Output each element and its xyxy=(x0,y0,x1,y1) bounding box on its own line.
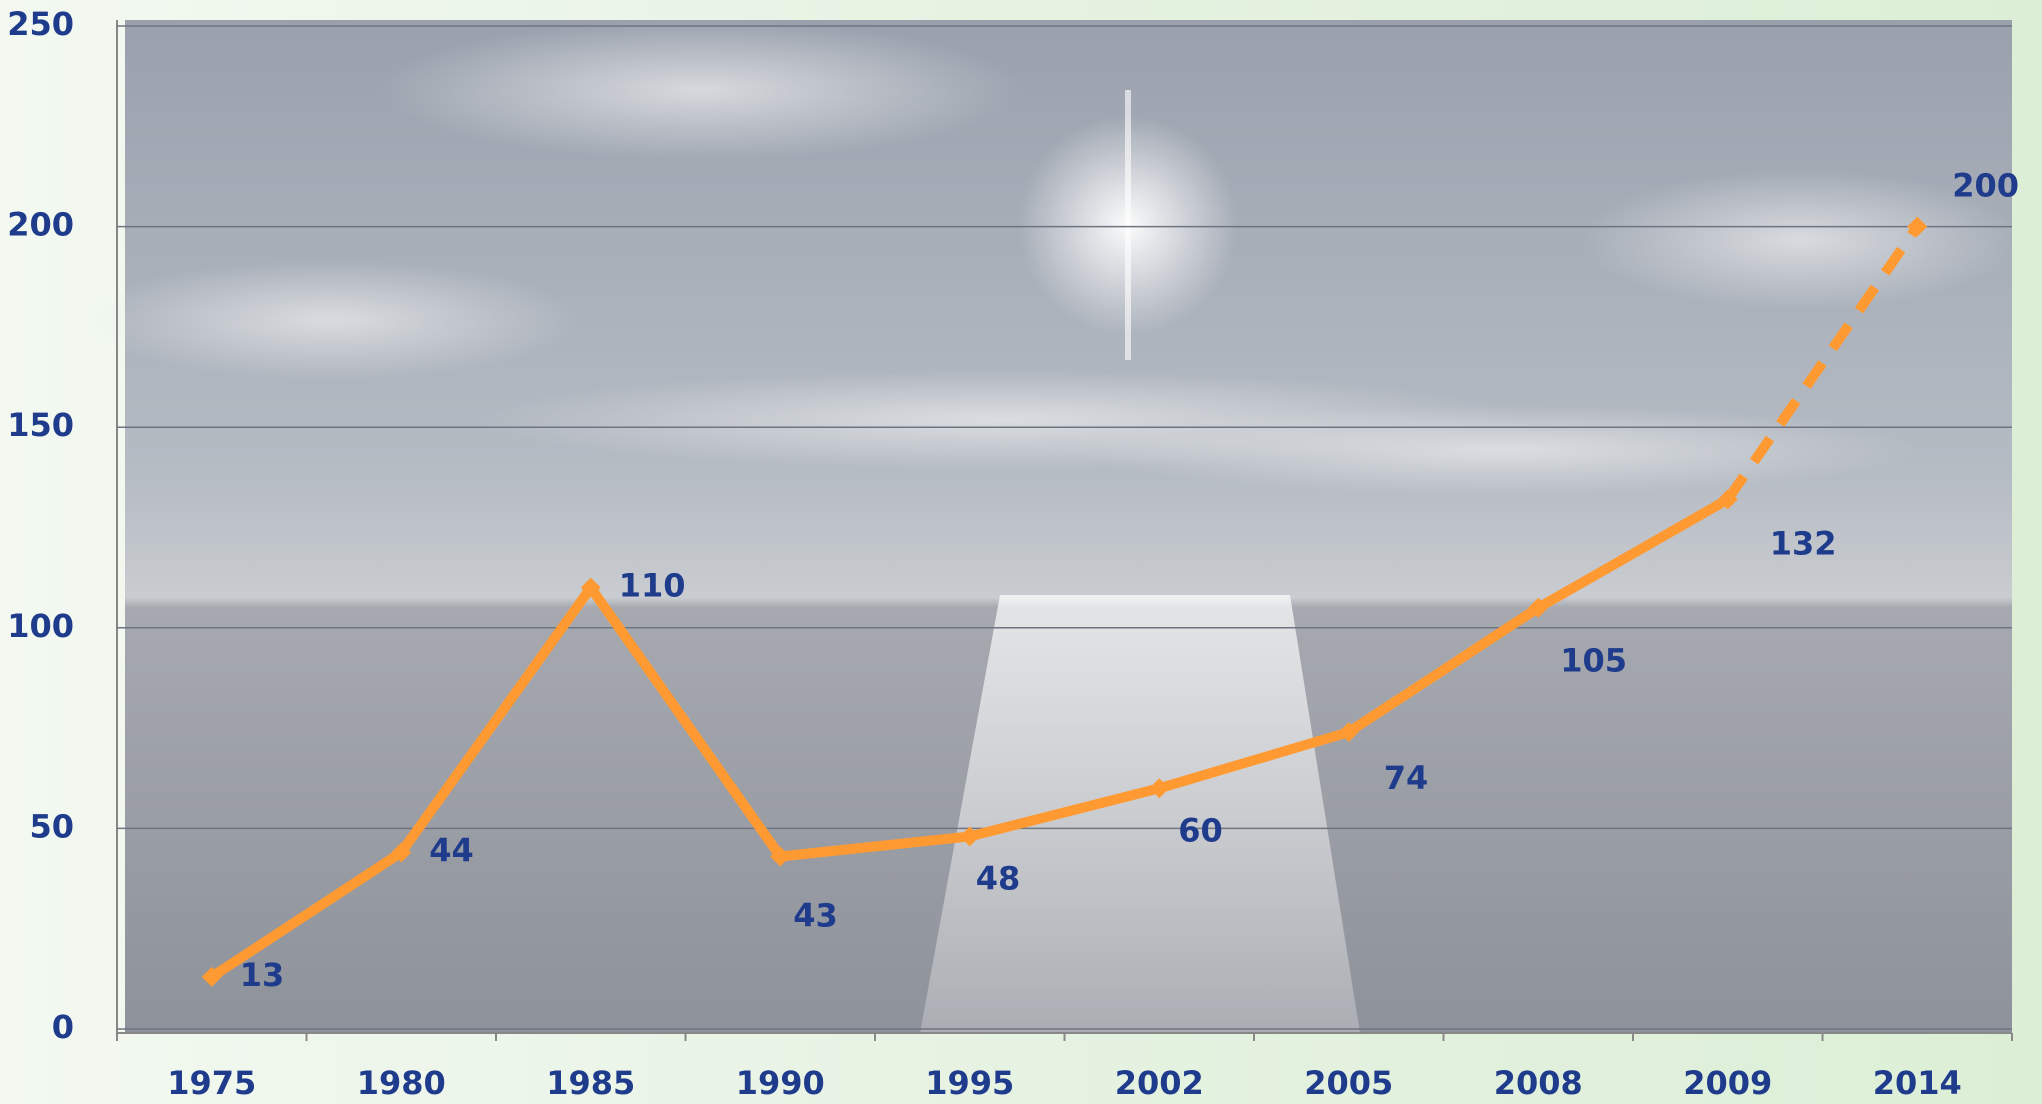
x-tick-label: 1980 xyxy=(357,1064,446,1102)
x-tick-label: 1990 xyxy=(736,1064,825,1102)
data-label: 60 xyxy=(1178,811,1223,849)
data-label: 105 xyxy=(1560,642,1627,680)
plot-background xyxy=(80,20,2020,1033)
data-label: 43 xyxy=(793,896,838,934)
data-label: 110 xyxy=(619,567,686,605)
data-label: 74 xyxy=(1384,759,1429,797)
marker xyxy=(1338,722,1359,743)
x-tick-label: 1975 xyxy=(167,1064,256,1102)
y-tick-label: 0 xyxy=(52,1008,74,1046)
data-label: 48 xyxy=(976,859,1021,897)
y-tick-label: 200 xyxy=(7,206,74,244)
marker xyxy=(1149,778,1170,799)
x-tick-label: 2005 xyxy=(1304,1064,1393,1102)
data-label: 200 xyxy=(1952,167,2019,205)
marker xyxy=(391,842,412,863)
y-tick-label: 100 xyxy=(7,607,74,645)
marker xyxy=(1907,216,1928,237)
x-tick-label: 2008 xyxy=(1494,1064,1583,1102)
marker xyxy=(580,577,601,598)
marker xyxy=(770,846,791,867)
x-tick-label: 2002 xyxy=(1115,1064,1204,1102)
y-tick-label: 50 xyxy=(29,807,74,845)
x-tick-label: 2009 xyxy=(1683,1064,1772,1102)
data-label: 13 xyxy=(240,956,285,994)
marker xyxy=(959,826,980,847)
x-tick-label: 1995 xyxy=(925,1064,1014,1102)
y-tick-label: 150 xyxy=(7,406,74,444)
dashed-segment xyxy=(1723,223,1922,503)
data-label: 44 xyxy=(429,831,474,869)
data-label: 132 xyxy=(1770,524,1837,562)
x-tick-label: 1985 xyxy=(546,1064,635,1102)
marker xyxy=(1717,489,1738,510)
y-tick-label: 250 xyxy=(7,5,74,43)
marker xyxy=(201,966,222,987)
marker xyxy=(1528,597,1549,618)
x-tick-label: 2014 xyxy=(1873,1064,1962,1102)
